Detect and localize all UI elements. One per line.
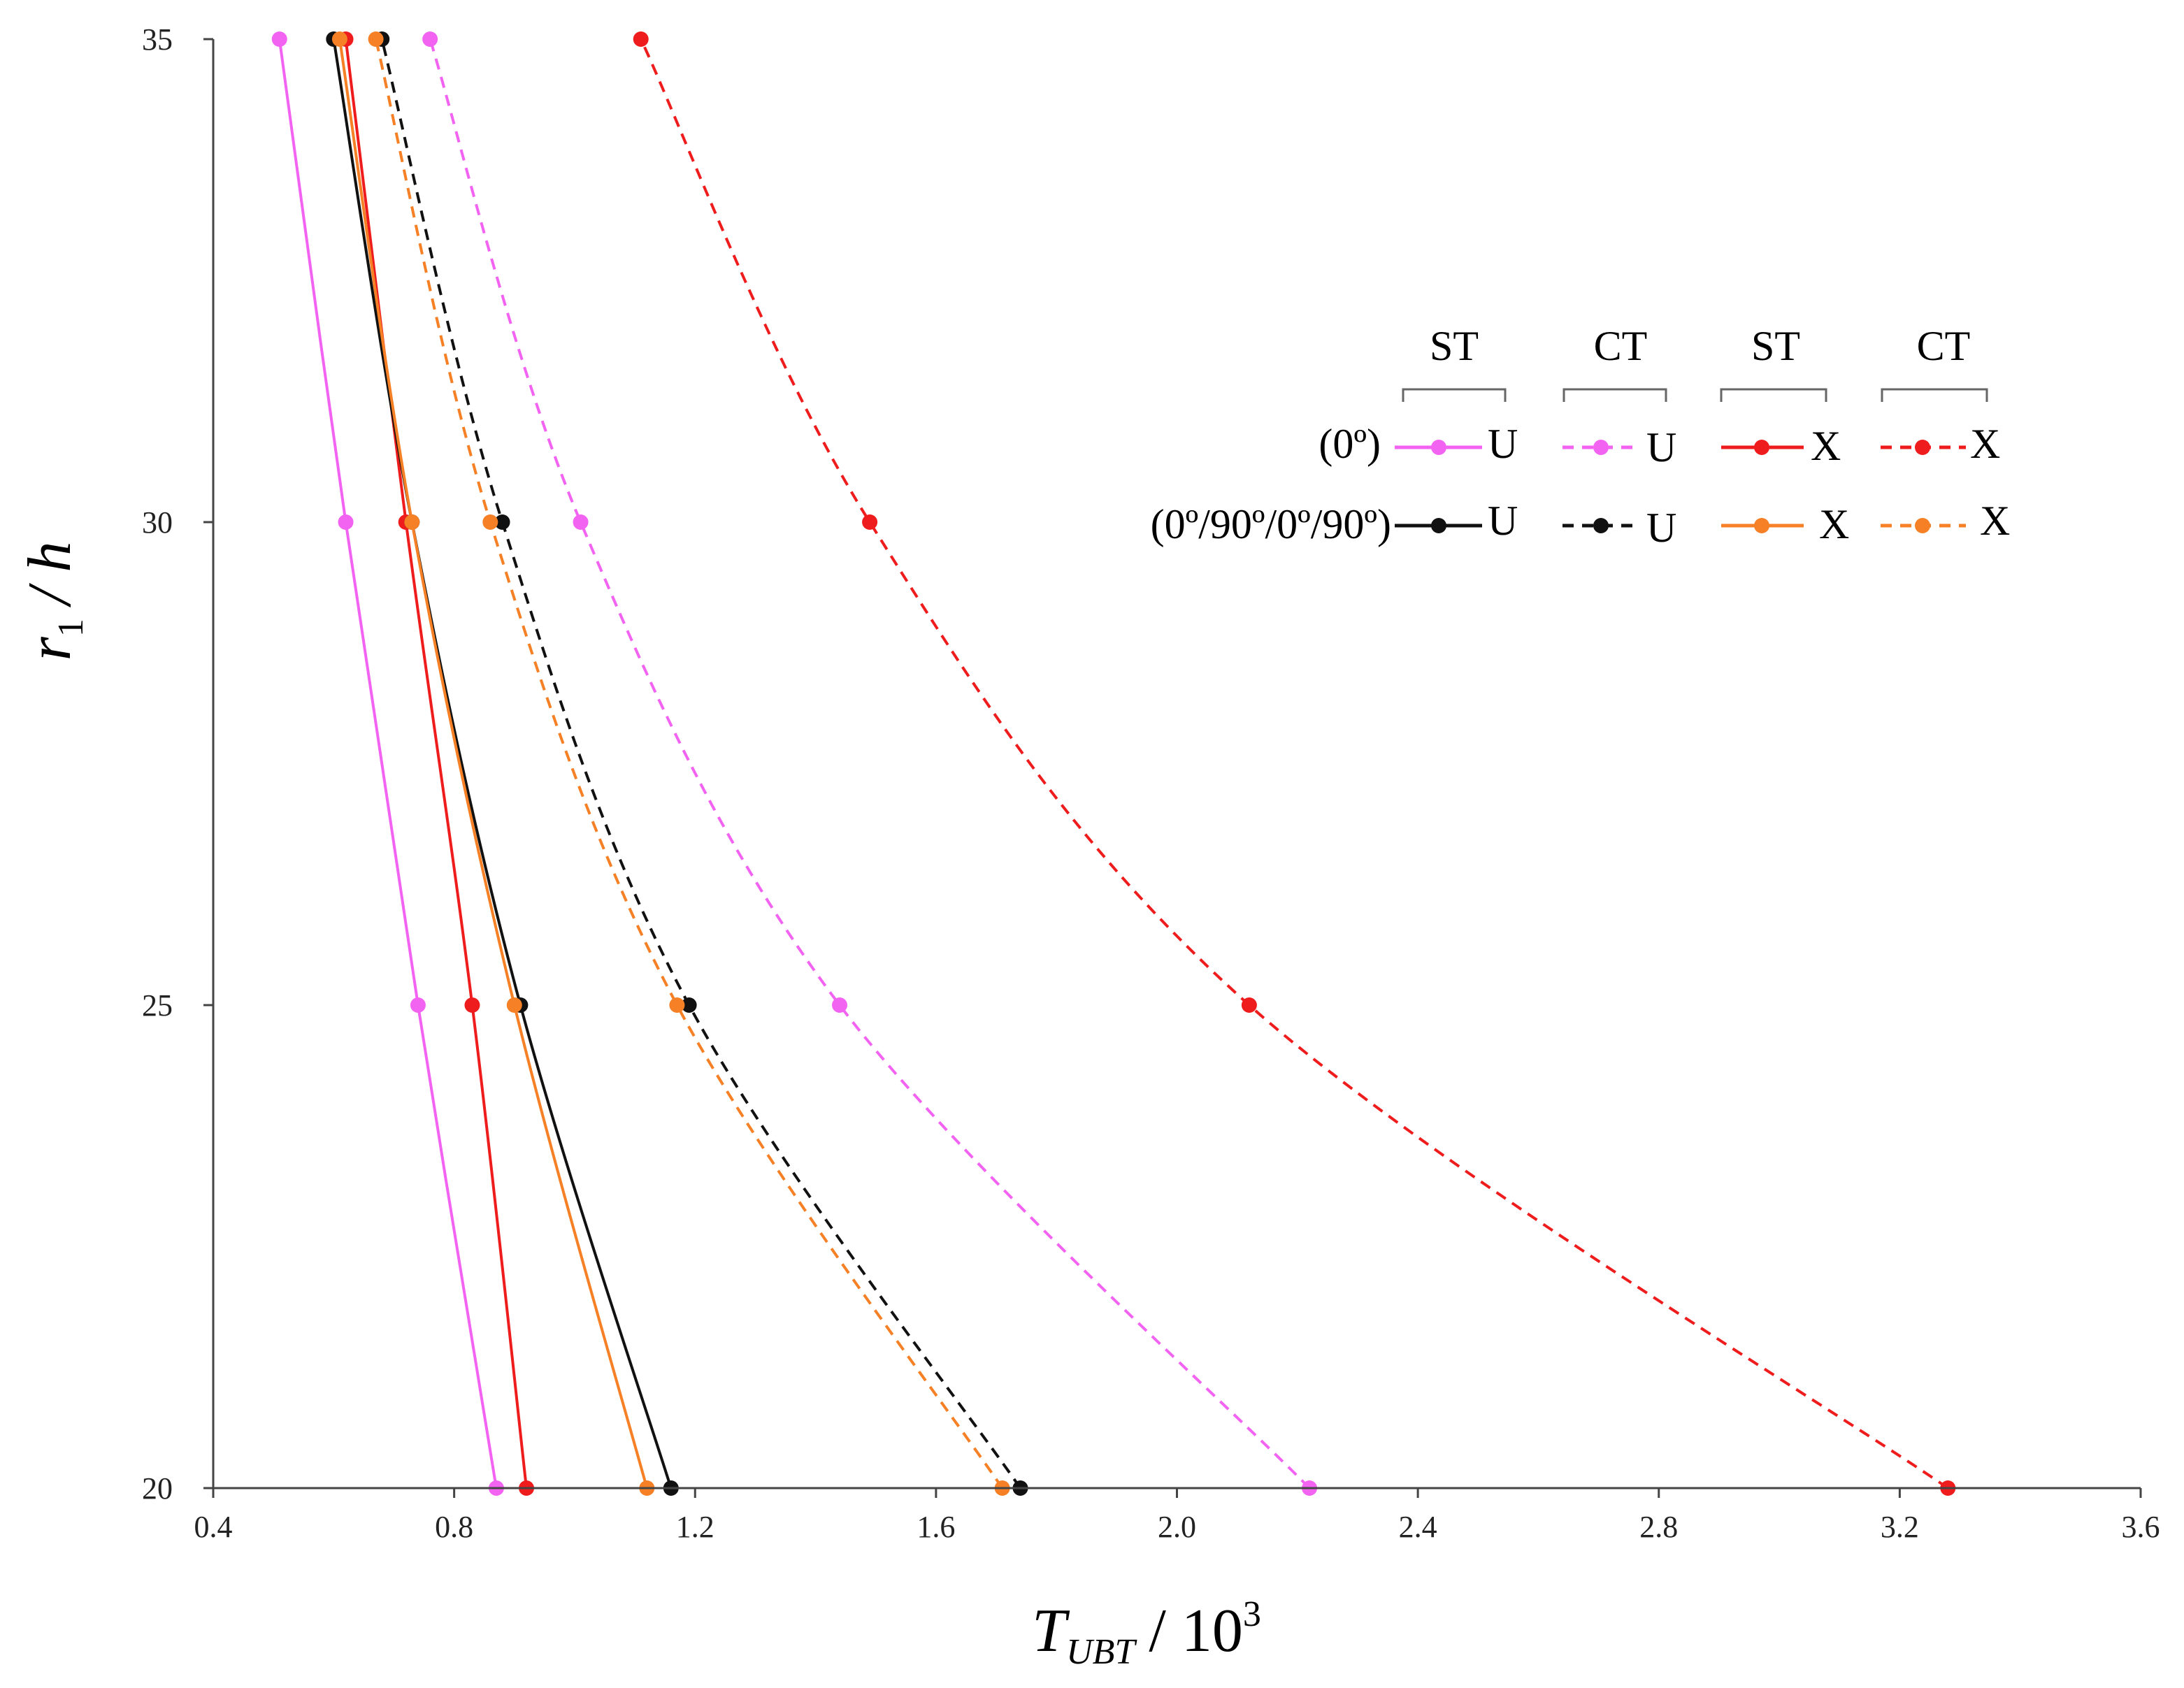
legend-marker xyxy=(1915,518,1930,533)
legend-header-st-1: ST xyxy=(1430,323,1479,369)
y-tick-label: 30 xyxy=(142,505,173,540)
legend-entry-0deg-ct-x: X xyxy=(1881,421,2000,467)
legend-entry-label: U xyxy=(1488,421,1518,467)
x-axis-title-main: T xyxy=(1032,1597,1070,1665)
x-tick-label: 1.2 xyxy=(676,1510,714,1544)
y-tick-label: 25 xyxy=(142,988,173,1023)
legend-marker xyxy=(1593,518,1609,533)
legend-marker xyxy=(1754,518,1769,533)
series-1 xyxy=(422,31,1318,1496)
legend-marker xyxy=(1754,440,1769,455)
y-axis-title-sub: 1 xyxy=(51,619,91,637)
series-0 xyxy=(271,31,504,1496)
legend-entry-cross-ply-ct-x: X xyxy=(1881,498,2010,544)
x-tick-label: 0.4 xyxy=(194,1510,233,1544)
legend: ST CT ST CT (0º) (0º/90º/0º/90º) U U X X xyxy=(1151,323,2011,551)
x-axis-title-suffix: / 10 xyxy=(1149,1597,1242,1665)
x-axis-title-sub: UBT xyxy=(1066,1632,1137,1672)
legend-entry-cross-ply-ct-u: U xyxy=(1562,505,1676,551)
legend-entry-cross-ply-st-u: U xyxy=(1395,498,1518,544)
x-tick-label: 2.4 xyxy=(1399,1510,1437,1544)
series-line xyxy=(429,38,1311,1489)
legend-entry-cross-ply-st-x: X xyxy=(1721,501,1849,547)
y-axis-title-suffix: / h xyxy=(16,542,84,608)
data-point xyxy=(506,997,522,1013)
tick-layer: 0.4 0.8 1.2 1.6 2.0 2.4 2.8 3.2 3.6 20 25 30 35 xyxy=(142,22,2160,1544)
data-point xyxy=(338,514,354,530)
y-axis-title: r1 / h xyxy=(16,542,91,661)
series-line xyxy=(332,38,673,1489)
series-line xyxy=(338,38,649,1489)
series-line xyxy=(344,38,529,1489)
legend-entry-label: X xyxy=(1970,421,2000,467)
data-point xyxy=(633,31,649,47)
data-point xyxy=(464,997,480,1013)
legend-entry-label: X xyxy=(1980,498,2010,544)
series-line xyxy=(374,38,1004,1489)
x-tick-label: 3.2 xyxy=(1881,1510,1919,1544)
data-point xyxy=(832,997,848,1013)
legend-header-ct-1: CT xyxy=(1594,323,1648,369)
legend-row-label-cross-ply: (0º/90º/0º/90º) xyxy=(1151,501,1391,547)
y-axis-title-main: r xyxy=(16,636,84,661)
series-layer xyxy=(271,31,1956,1496)
legend-entry-label: U xyxy=(1488,498,1518,544)
legend-entry-label: U xyxy=(1646,505,1676,551)
legend-entry-0deg-st-x: X xyxy=(1721,423,1841,469)
series-3 xyxy=(633,31,1956,1496)
legend-marker xyxy=(1593,440,1609,455)
data-point xyxy=(331,31,347,47)
legend-row-label-0deg: (0º) xyxy=(1319,421,1381,467)
data-point xyxy=(1241,997,1257,1013)
data-point xyxy=(862,514,878,530)
legend-entry-label: X xyxy=(1811,423,1841,469)
x-tick-label: 2.0 xyxy=(1158,1510,1196,1544)
y-tick-label: 20 xyxy=(142,1471,173,1506)
x-tick-label: 1.6 xyxy=(917,1510,955,1544)
x-tick-label: 2.8 xyxy=(1639,1510,1678,1544)
legend-entry-label: U xyxy=(1646,424,1676,470)
y-tick-label: 35 xyxy=(142,22,173,57)
x-axis-title: TUBT / 103 xyxy=(1032,1594,1261,1672)
x-tick-label: 3.6 xyxy=(2122,1510,2160,1544)
legend-marker xyxy=(1915,440,1930,455)
data-point xyxy=(482,514,498,530)
legend-entry-0deg-st-u: U xyxy=(1395,421,1518,467)
legend-bracket-3 xyxy=(1720,388,1827,402)
legend-header-ct-2: CT xyxy=(1917,323,1971,369)
data-point xyxy=(422,31,438,47)
legend-bracket-4 xyxy=(1881,388,1988,402)
x-axis-title-sup: 3 xyxy=(1243,1594,1261,1634)
data-point xyxy=(271,31,287,47)
series-7 xyxy=(368,31,1010,1496)
legend-bracket-2 xyxy=(1562,388,1667,402)
data-point xyxy=(494,514,510,530)
data-point xyxy=(404,514,420,530)
legend-marker xyxy=(1431,518,1446,533)
x-tick-label: 0.8 xyxy=(435,1510,473,1544)
legend-marker xyxy=(1431,440,1446,455)
data-point xyxy=(681,997,697,1013)
series-line xyxy=(639,38,1949,1489)
series-5 xyxy=(374,31,1028,1496)
legend-header-st-2: ST xyxy=(1751,323,1800,369)
data-point xyxy=(368,31,384,47)
series-line xyxy=(278,38,498,1489)
data-point xyxy=(410,997,426,1013)
series-6 xyxy=(331,31,655,1496)
data-point xyxy=(669,997,685,1013)
legend-entry-label: X xyxy=(1819,501,1849,547)
series-line xyxy=(380,38,1022,1489)
legend-bracket-1 xyxy=(1402,388,1507,402)
data-point xyxy=(573,514,589,530)
legend-entry-0deg-ct-u: U xyxy=(1562,424,1676,470)
